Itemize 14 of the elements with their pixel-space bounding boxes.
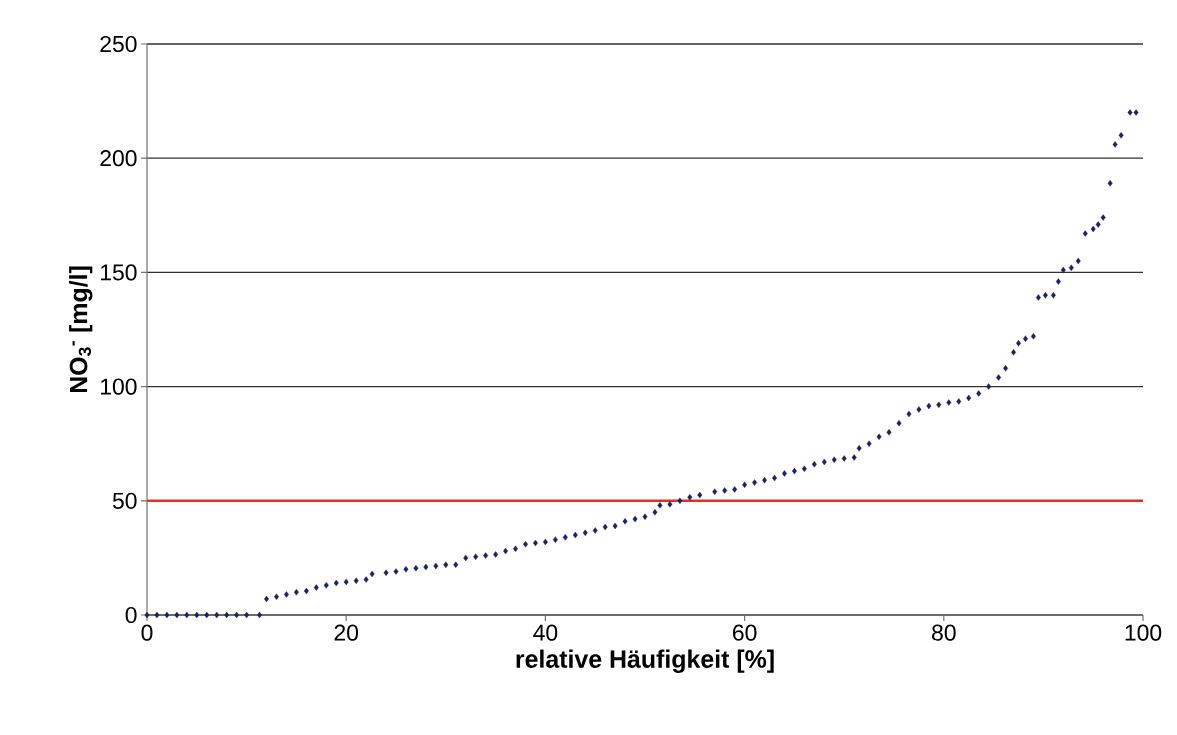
y-tick-label: 50	[112, 492, 137, 509]
y-tick-label: 250	[100, 35, 137, 53]
x-tick-label: 100	[1125, 624, 1162, 641]
x-tick-label: 60	[733, 624, 757, 641]
x-tick-label: 20	[334, 624, 359, 641]
y-tick-label: 0	[125, 606, 137, 624]
x-tick-label: 40	[533, 624, 558, 641]
x-tick-label: 80	[932, 624, 956, 641]
y-tick-label: 100	[101, 378, 137, 395]
x-axis-title: relative Häufigkeit [%]	[516, 649, 774, 673]
x-tick-label: 0	[141, 624, 153, 641]
y-tick-label: 150	[101, 264, 137, 281]
y-axis-title: NO$_{3}$$^{-}$ [mg/l]	[69, 266, 93, 393]
y-tick-label: 200	[100, 150, 137, 167]
